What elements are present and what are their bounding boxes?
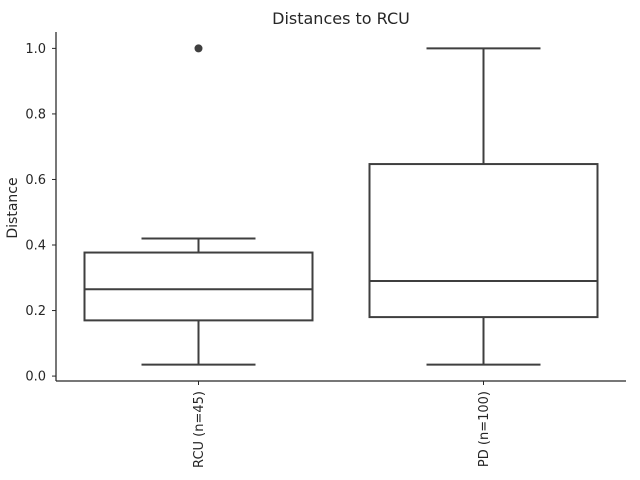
chart-title: Distances to RCU	[272, 9, 410, 28]
box-group	[368, 47, 599, 366]
y-tick-label: 1.0	[25, 42, 46, 57]
y-tick-label: 0.4	[25, 239, 46, 254]
y-tick-label: 0.2	[25, 304, 46, 319]
y-axis-title: Distance	[5, 177, 21, 238]
y-tick-label: 0.0	[25, 370, 46, 385]
boxes-layer	[83, 44, 599, 366]
outlier-point	[194, 44, 203, 53]
x-tick-labels: RCU (n=45) PD (n=100)	[192, 381, 492, 468]
x-tick-label: PD (n=100)	[477, 391, 492, 467]
box-group	[83, 44, 314, 366]
y-tick-label: 0.8	[25, 107, 46, 122]
x-tick-label: RCU (n=45)	[192, 391, 207, 468]
box-iqr	[368, 163, 599, 319]
y-tick-label: 0.6	[25, 173, 46, 188]
y-tick-labels: 0.0 0.2 0.4 0.6 0.8 1.0	[25, 42, 56, 385]
box-iqr	[83, 251, 314, 322]
